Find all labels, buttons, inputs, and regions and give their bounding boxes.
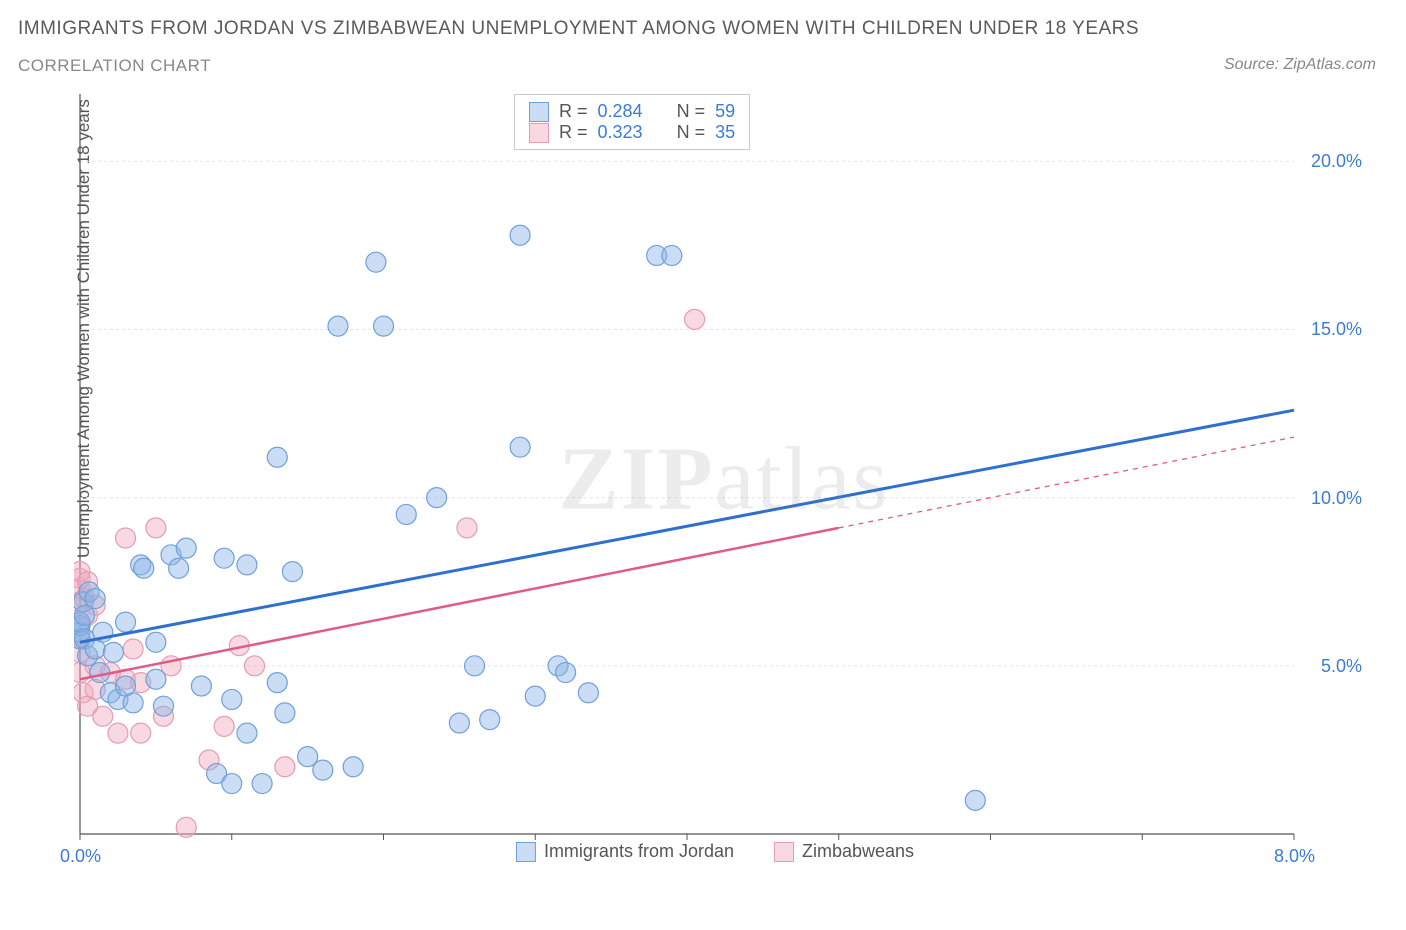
y-tick-label: 5.0% bbox=[1321, 656, 1362, 677]
stat-n-value: 59 bbox=[715, 101, 735, 122]
source-attribution: Source: ZipAtlas.com bbox=[1224, 56, 1376, 74]
stat-r-value: 0.323 bbox=[598, 122, 643, 143]
correlation-stat-box: R = 0.284 N = 59 R = 0.323 N = 35 bbox=[514, 94, 750, 150]
stat-row: R = 0.284 N = 59 bbox=[529, 101, 735, 122]
x-tick-label: 0.0% bbox=[60, 846, 101, 867]
legend-item: Zimbabweans bbox=[774, 841, 914, 862]
scatter-plot-svg bbox=[74, 88, 1374, 870]
bottom-legend: Immigrants from Jordan Zimbabweans bbox=[516, 841, 914, 862]
stat-n-value: 35 bbox=[715, 122, 735, 143]
legend-swatch bbox=[774, 842, 794, 862]
legend-item: Immigrants from Jordan bbox=[516, 841, 734, 862]
legend-label: Immigrants from Jordan bbox=[544, 841, 734, 861]
y-tick-label: 15.0% bbox=[1311, 319, 1362, 340]
chart-area: Unemployment Among Women with Children U… bbox=[56, 88, 1374, 870]
y-tick-label: 10.0% bbox=[1311, 488, 1362, 509]
stat-r-label: R = bbox=[559, 122, 588, 143]
legend-swatch bbox=[516, 842, 536, 862]
stat-swatch bbox=[529, 123, 549, 143]
stat-n-label: N = bbox=[677, 101, 706, 122]
stat-swatch bbox=[529, 102, 549, 122]
stat-row: R = 0.323 N = 35 bbox=[529, 122, 735, 143]
y-tick-label: 20.0% bbox=[1311, 151, 1362, 172]
x-tick-label: 8.0% bbox=[1274, 846, 1315, 867]
stat-n-label: N = bbox=[677, 122, 706, 143]
plot-region: ZIPatlas R = 0.284 N = 59 R = 0.323 N = … bbox=[74, 88, 1374, 870]
legend-label: Zimbabweans bbox=[802, 841, 914, 861]
stat-r-label: R = bbox=[559, 101, 588, 122]
page-title: IMMIGRANTS FROM JORDAN VS ZIMBABWEAN UNE… bbox=[18, 18, 1139, 40]
chart-subtitle: CORRELATION CHART bbox=[18, 56, 211, 76]
stat-r-value: 0.284 bbox=[598, 101, 643, 122]
